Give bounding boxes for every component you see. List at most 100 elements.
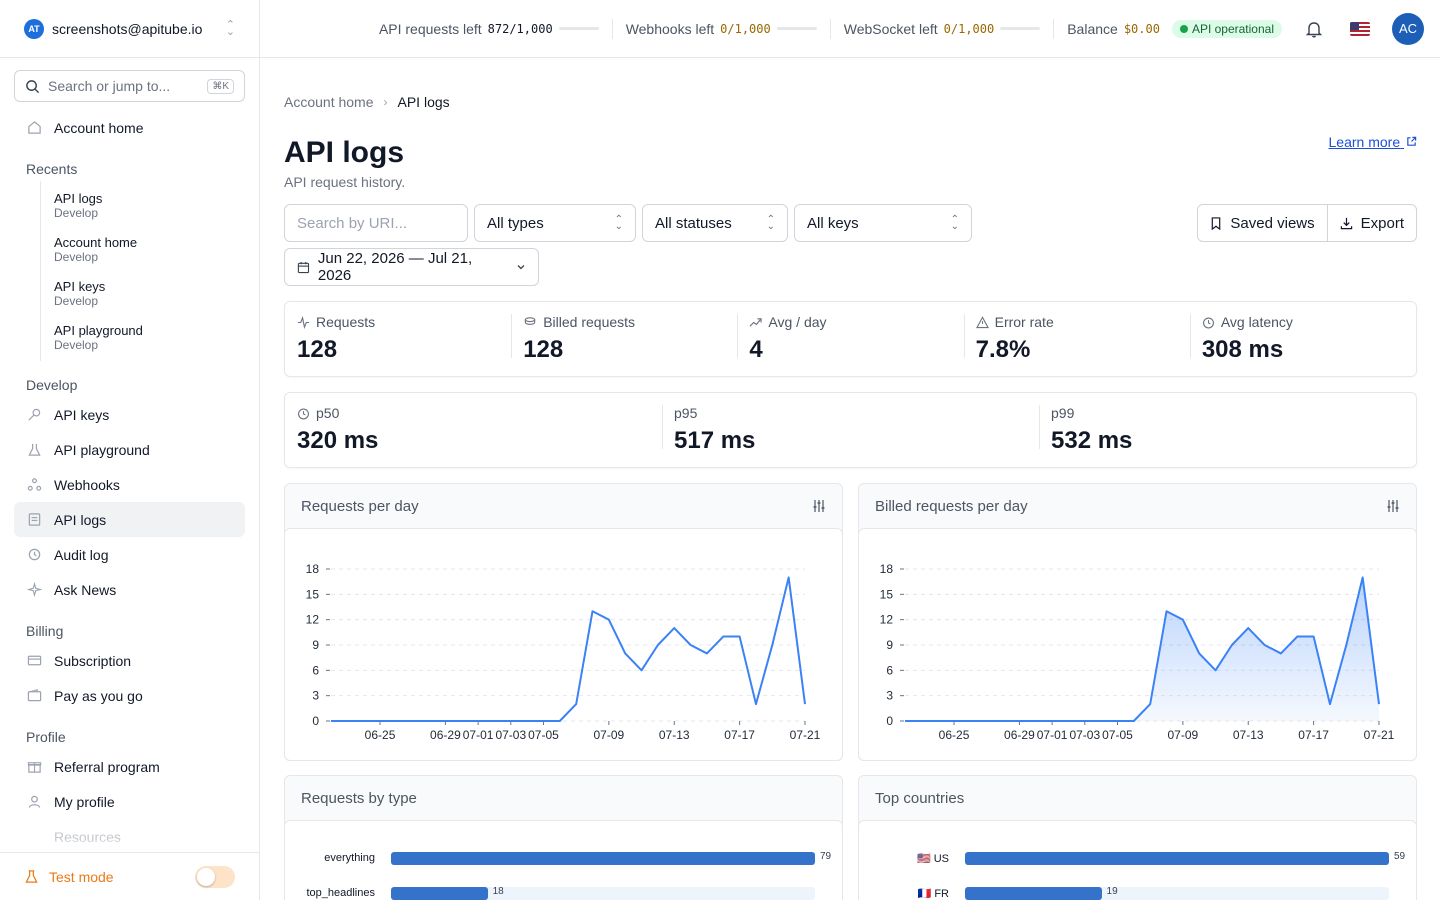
- x-tick-label: 06-29: [430, 728, 461, 742]
- stat-value: 7.8%: [975, 336, 1031, 363]
- recents-heading: Recents: [26, 161, 78, 177]
- sidebar-item-pay-as-you-go[interactable]: Pay as you go: [14, 678, 245, 713]
- sidebar-item-label: My profile: [54, 793, 115, 810]
- export-button[interactable]: Export: [1326, 205, 1416, 241]
- quota-bar: [1000, 27, 1041, 30]
- stat-p50: p50 320 ms: [285, 393, 662, 467]
- webhooks-quota: Webhooks left 0/1,000: [626, 21, 817, 37]
- sidebar-item-ask-news[interactable]: Ask News: [14, 572, 245, 607]
- x-tick-label: 07-03: [1069, 728, 1100, 742]
- sidebar-item-api-logs[interactable]: API logs: [14, 502, 245, 537]
- x-tick-label: 07-17: [1298, 728, 1329, 742]
- billed-requests-per-day-card: Billed requests per day 0 3 6 9 12 15 18 06-25 0…: [858, 483, 1417, 761]
- sidebar-search[interactable]: Search or jump to... ⌘K: [14, 70, 245, 102]
- chevron-up-down-icon: ⌃ ⌄: [766, 214, 775, 232]
- timer-icon: [1202, 316, 1214, 328]
- type-select[interactable]: All types ⌃ ⌄: [474, 204, 636, 242]
- us-flag-icon[interactable]: [1350, 21, 1370, 36]
- adjustments-icon[interactable]: [812, 499, 826, 513]
- card-title: Requests per day: [301, 497, 419, 515]
- stat-value: 320 ms: [297, 427, 379, 454]
- sidebar-item-api-playground[interactable]: API playground: [14, 432, 245, 467]
- chart-body: 0 3 6 9 12 15 18 06-25 06-29 07-01 07-03 07-05 07-09…: [858, 528, 1417, 761]
- bar-row: 🇫🇷 FR 19: [859, 886, 1416, 900]
- date-range-picker[interactable]: Jun 22, 2026 — Jul 21, 2026: [284, 248, 539, 286]
- learn-more-label: Learn more: [1328, 134, 1401, 150]
- sidebar-item-subscription[interactable]: Subscription: [14, 643, 245, 678]
- bar-track: [965, 886, 1389, 900]
- stat-value: 128: [523, 336, 564, 363]
- bar-value-label: 19: [1106, 886, 1118, 897]
- recent-title: API logs: [54, 191, 103, 206]
- keys-select-value: All keys: [807, 214, 859, 232]
- stat-label-text: Avg latency: [1220, 314, 1293, 330]
- stat-label: p95: [674, 405, 1027, 421]
- sidebar-item-account-home[interactable]: Account home: [14, 110, 245, 145]
- test-mode-toggle[interactable]: [195, 865, 235, 888]
- test-mode-label: Test mode: [49, 868, 114, 885]
- recent-item-account-home[interactable]: Account home Develop: [54, 229, 245, 273]
- learn-more-link[interactable]: Learn more: [1329, 134, 1417, 150]
- sidebar-item-label: Webhooks: [54, 476, 120, 493]
- bell-icon[interactable]: [1304, 19, 1324, 39]
- y-tick-label: 6: [312, 663, 319, 677]
- recent-item-api-logs[interactable]: API logs Develop: [54, 185, 245, 229]
- chevron-up-down-icon: ⌃ ⌄: [950, 214, 959, 232]
- uri-search-input[interactable]: Search by URI...: [284, 204, 468, 242]
- x-tick-label: 07-03: [495, 728, 526, 742]
- recent-item-api-playground[interactable]: API playground Develop: [54, 317, 245, 361]
- search-shortcut: ⌘K: [207, 78, 234, 94]
- bar-value-label: 18: [492, 886, 504, 897]
- bar-label: everything: [324, 852, 375, 864]
- card-header: Requests by type: [285, 776, 842, 820]
- requests-by-type-chart: everything 79 top_headlines 18: [284, 820, 843, 900]
- bar: [965, 851, 1389, 865]
- recent-title: API keys: [54, 279, 106, 294]
- adjustments-icon[interactable]: [1386, 499, 1400, 513]
- flask-icon: [25, 870, 38, 883]
- bar-row: 🇺🇸 US 59: [859, 851, 1416, 865]
- quota-bar: [776, 27, 817, 30]
- recent-item-api-keys[interactable]: API keys Develop: [54, 273, 245, 317]
- stat-label: p99: [1051, 405, 1404, 421]
- gift-icon: [26, 759, 42, 775]
- series-line: [331, 576, 806, 722]
- stat-avg-per-day: Avg / day 4: [737, 302, 963, 376]
- stat-requests: Requests 128: [285, 302, 511, 376]
- bar-track: [391, 886, 815, 900]
- saved-views-button[interactable]: Saved views: [1198, 205, 1326, 241]
- topbar: API requests left 872/1,000 Webhooks lef…: [260, 0, 1440, 58]
- page-subtitle: API request history.: [284, 174, 406, 190]
- sidebar: AT screenshots@apitube.io ⌃ ⌄ Search or j…: [0, 0, 260, 900]
- y-tick-label: 6: [886, 663, 893, 677]
- account-switcher[interactable]: AT screenshots@apitube.io ⌃ ⌄: [0, 0, 259, 58]
- y-tick-label: 0: [886, 714, 893, 728]
- bar-row: everything 79: [285, 851, 842, 865]
- y-tick-label: 9: [886, 638, 893, 652]
- y-tick-label: 12: [306, 613, 320, 627]
- bar: [965, 886, 1102, 900]
- bar: [391, 851, 815, 865]
- stat-value: 308 ms: [1201, 336, 1284, 363]
- sidebar-item-webhooks[interactable]: Webhooks: [14, 467, 245, 502]
- sidebar-item-audit-log[interactable]: Audit log: [14, 537, 245, 572]
- y-tick-label: 15: [880, 587, 894, 601]
- y-tick-label: 3: [886, 689, 893, 703]
- bar-value-label: 59: [1394, 851, 1406, 862]
- breadcrumb-home[interactable]: Account home: [284, 94, 374, 110]
- stat-label-text: p95: [674, 405, 698, 421]
- status-select[interactable]: All statuses ⌃ ⌄: [642, 204, 788, 242]
- sidebar-item-referral-program[interactable]: Referral program: [14, 749, 245, 784]
- sidebar-item-my-profile[interactable]: My profile: [14, 784, 245, 819]
- keys-select[interactable]: All keys ⌃ ⌄: [794, 204, 972, 242]
- billing-heading: Billing: [26, 623, 64, 639]
- y-tick-label: 12: [880, 613, 894, 627]
- key-icon: [26, 407, 42, 423]
- sidebar-item-api-keys[interactable]: API keys: [14, 397, 245, 432]
- export-label: Export: [1360, 214, 1404, 232]
- api-status-badge[interactable]: API operational: [1171, 19, 1282, 38]
- card-header: Top countries: [859, 776, 1416, 820]
- card-title: Requests by type: [301, 789, 417, 807]
- recent-title: Account home: [54, 235, 138, 250]
- avatar[interactable]: AC: [1392, 12, 1424, 45]
